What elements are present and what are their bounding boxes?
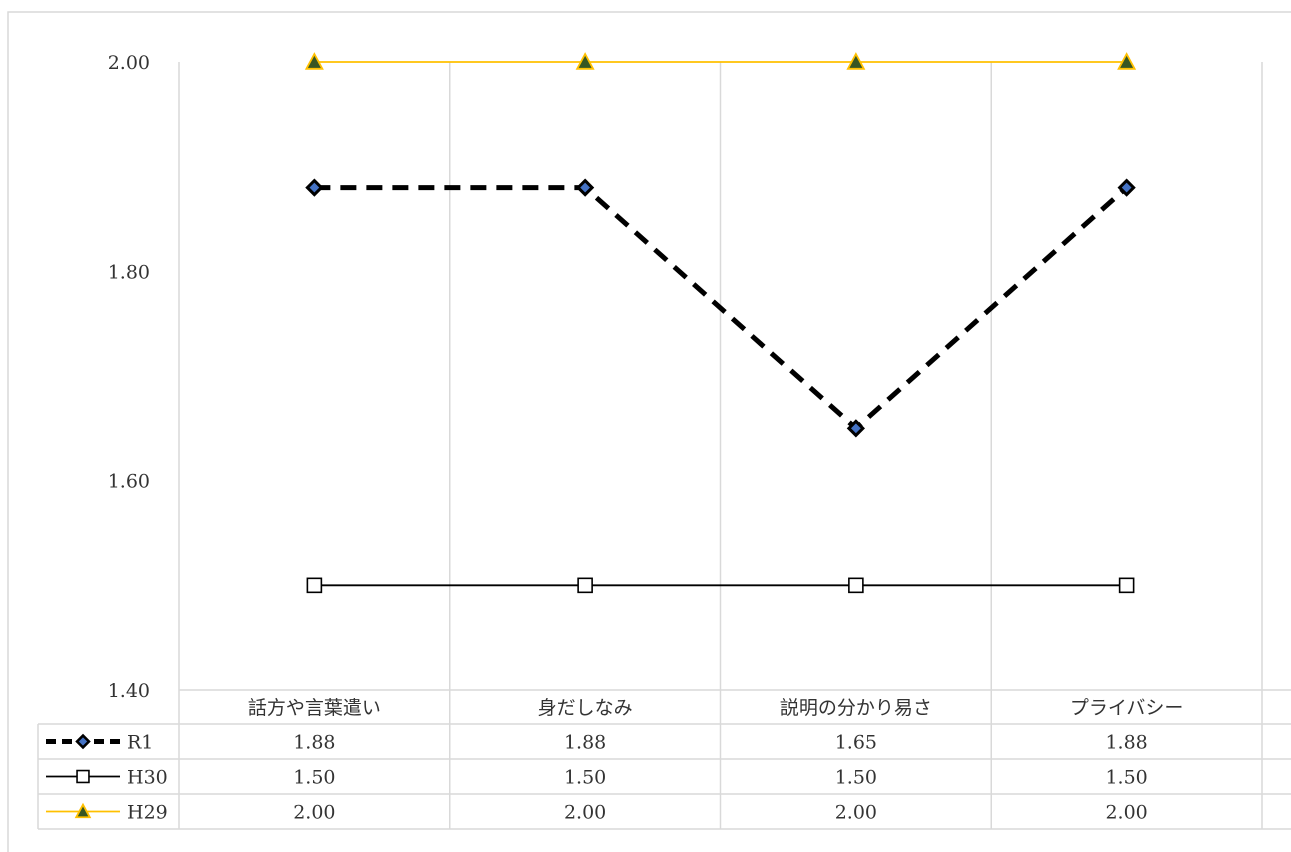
- point-marker-diamond: [75, 733, 91, 750]
- category-label: 話方や言葉遣い: [248, 697, 381, 719]
- y-tick-label: 1.80: [108, 261, 150, 283]
- series-h29: [304, 52, 1137, 70]
- table-value-cell: 2.00: [1105, 802, 1147, 824]
- point-marker-triangle: [304, 52, 324, 70]
- y-tick-label: 2.00: [108, 52, 150, 74]
- point-marker-triangle: [575, 52, 595, 70]
- table-value-cell: 1.65: [835, 732, 877, 754]
- point-marker-diamond: [576, 178, 595, 197]
- series-line: [314, 185, 1129, 432]
- point-marker-triangle: [846, 52, 866, 70]
- table-value-cell: 2.00: [564, 802, 606, 824]
- y-tick-label: 1.40: [108, 680, 150, 702]
- point-marker-diamond: [1117, 178, 1136, 197]
- category-label: プライバシー: [1070, 697, 1184, 719]
- point-marker-diamond: [846, 419, 865, 438]
- series-r1: [305, 178, 1136, 438]
- table-value-cell: 1.88: [293, 732, 335, 754]
- legend-key-r1: [46, 733, 120, 750]
- legend-label: R1: [127, 732, 153, 754]
- point-marker-square: [577, 577, 593, 594]
- point-marker-diamond: [305, 178, 324, 197]
- plot-area-series: [304, 52, 1137, 594]
- table-value-cell: 1.50: [293, 767, 335, 789]
- table-value-cell: 1.88: [1105, 732, 1147, 754]
- point-marker-square: [306, 577, 323, 594]
- legend-key-h30: [46, 769, 120, 784]
- table-value-cell: 2.00: [835, 802, 877, 824]
- data-table: 話方や言葉遣い 身だしなみ 説明の分かり易さ プライバシー R1 1.88 1.88 1.65…: [37, 697, 1291, 830]
- category-label: 説明の分かり易さ: [780, 697, 932, 719]
- point-marker-triangle: [1117, 52, 1137, 70]
- point-marker-square: [1118, 577, 1135, 594]
- category-label: 身だしなみ: [538, 697, 633, 719]
- y-tick-label: 1.60: [108, 471, 150, 493]
- table-value-cell: 2.00: [293, 802, 335, 824]
- point-marker-square: [76, 769, 90, 784]
- table-value-cell: 1.88: [564, 732, 606, 754]
- y-axis-ticks: 1.40 1.60 1.80 2.00: [108, 52, 150, 702]
- table-value-cell: 1.50: [835, 767, 877, 789]
- table-value-cell: 1.50: [564, 767, 606, 789]
- series-h30: [306, 577, 1135, 594]
- point-marker-square: [848, 577, 864, 594]
- table-value-cell: 1.50: [1105, 767, 1147, 789]
- legend-label: H30: [127, 767, 168, 789]
- point-marker-triangle: [74, 802, 92, 819]
- legend-label: H29: [127, 802, 168, 824]
- chart-frame: [7, 11, 1291, 852]
- legend-key-h29: [46, 802, 120, 819]
